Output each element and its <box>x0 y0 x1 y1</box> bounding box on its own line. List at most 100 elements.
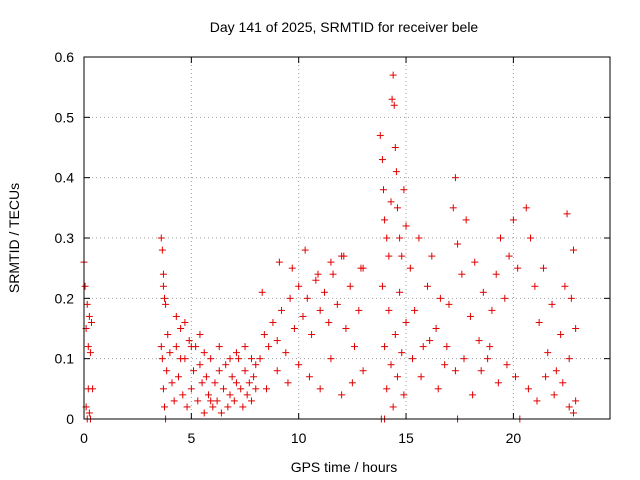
data-point <box>503 361 511 369</box>
data-point <box>548 300 556 308</box>
data-point <box>168 379 176 387</box>
data-point <box>239 403 247 411</box>
data-point <box>305 373 313 381</box>
x-tick-label: 5 <box>187 430 195 446</box>
data-point <box>563 210 571 218</box>
data-point <box>316 385 324 393</box>
data-point <box>241 367 249 375</box>
data-point <box>295 361 303 369</box>
data-point <box>542 373 550 381</box>
data-point <box>215 367 223 375</box>
data-point <box>428 252 436 260</box>
data-point <box>396 234 404 242</box>
data-point <box>273 367 281 375</box>
data-points <box>80 71 580 423</box>
data-point <box>398 349 406 357</box>
data-point <box>198 379 206 387</box>
data-point <box>314 270 322 278</box>
data-point <box>342 325 350 332</box>
data-point <box>86 349 94 357</box>
data-point <box>484 355 492 363</box>
x-tick-label: 10 <box>291 430 307 446</box>
data-point <box>220 385 228 393</box>
data-point <box>157 234 165 242</box>
data-point <box>565 355 573 363</box>
data-point <box>494 379 502 387</box>
data-point <box>387 361 395 369</box>
data-point <box>396 288 404 296</box>
data-point <box>228 373 236 381</box>
data-point <box>392 168 400 176</box>
x-tick-label: 15 <box>398 430 414 446</box>
data-point <box>89 385 97 393</box>
axis-ticks: 0 0.1 0.2 0.3 0.4 0.5 0.6 0 5 10 15 20 <box>55 49 610 446</box>
data-point <box>290 325 298 332</box>
data-point <box>301 246 309 254</box>
data-point <box>443 343 451 351</box>
data-point <box>527 234 535 242</box>
data-point <box>162 300 170 308</box>
y-tick-label: 0 <box>66 411 74 427</box>
data-point <box>531 282 539 290</box>
data-point <box>327 258 335 266</box>
data-point <box>179 391 187 399</box>
data-point <box>535 318 543 326</box>
data-point <box>385 306 393 314</box>
data-point <box>355 306 363 314</box>
data-point <box>215 343 223 351</box>
data-point <box>417 373 425 381</box>
data-point <box>245 379 253 387</box>
data-point <box>260 331 268 339</box>
data-point <box>247 355 255 363</box>
data-point <box>348 379 356 387</box>
data-point <box>282 349 290 357</box>
data-point <box>205 391 213 399</box>
data-point <box>196 331 204 339</box>
data-point <box>544 349 552 357</box>
data-point <box>200 349 208 357</box>
data-point <box>250 373 258 381</box>
data-point <box>303 294 311 302</box>
data-point <box>252 385 260 393</box>
data-point <box>262 385 270 393</box>
data-point <box>183 403 191 411</box>
data-point <box>398 252 406 260</box>
data-point <box>512 373 520 381</box>
data-point <box>572 325 580 332</box>
y-axis-label: SRMTID / TECUs <box>6 183 22 293</box>
data-point <box>451 174 459 182</box>
data-point <box>273 337 281 345</box>
data-point <box>85 409 93 417</box>
data-point <box>378 156 386 164</box>
data-point <box>312 276 320 284</box>
y-tick-label: 0.3 <box>55 230 75 246</box>
data-point <box>376 131 384 139</box>
data-point <box>161 403 169 411</box>
data-point <box>383 385 391 393</box>
data-point <box>445 300 453 308</box>
data-point <box>164 331 172 339</box>
data-point <box>552 367 560 375</box>
data-point <box>565 403 573 411</box>
data-point <box>389 71 397 79</box>
data-point <box>533 397 541 405</box>
data-point <box>325 318 333 326</box>
data-point <box>570 409 578 417</box>
data-point <box>247 397 255 405</box>
data-point <box>288 264 296 272</box>
data-point <box>278 306 286 314</box>
data-point <box>501 294 509 302</box>
y-tick-label: 0.6 <box>55 49 75 65</box>
data-point <box>466 312 474 320</box>
data-point <box>187 343 195 351</box>
y-tick-label: 0.2 <box>55 290 75 306</box>
data-point <box>174 373 182 381</box>
data-point <box>387 198 395 206</box>
data-point <box>194 397 202 405</box>
data-point <box>308 331 316 339</box>
data-point <box>327 355 335 363</box>
data-point <box>172 343 180 351</box>
data-point <box>265 343 273 351</box>
data-point <box>232 349 240 357</box>
